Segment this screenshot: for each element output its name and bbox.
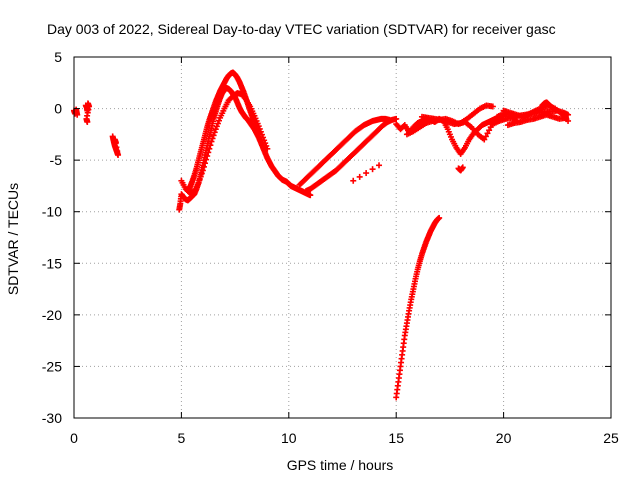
data-point xyxy=(204,153,211,160)
y-tick-label: 5 xyxy=(54,49,62,65)
x-tick-label: 20 xyxy=(496,430,512,446)
data-point xyxy=(481,136,488,143)
data-point xyxy=(547,103,554,110)
data-point xyxy=(486,127,493,134)
data-point xyxy=(350,177,357,184)
data-point xyxy=(363,170,370,177)
data-point xyxy=(199,167,206,174)
data-point xyxy=(114,148,121,155)
data-point xyxy=(112,139,119,146)
y-tick-label: -15 xyxy=(42,255,62,271)
data-point xyxy=(459,164,466,171)
data-point xyxy=(212,126,219,133)
y-tick-label: -10 xyxy=(42,204,62,220)
data-point xyxy=(74,111,81,118)
data-point xyxy=(198,170,205,177)
y-tick-label: -25 xyxy=(42,358,62,374)
data-point xyxy=(264,145,271,152)
data-point xyxy=(263,142,270,149)
data-point xyxy=(210,132,217,139)
data-point xyxy=(115,151,122,158)
y-tick-label: -5 xyxy=(50,152,63,168)
data-point xyxy=(84,118,91,125)
data-point xyxy=(393,115,400,122)
data-point xyxy=(562,114,569,121)
x-tick-label: 15 xyxy=(388,430,404,446)
data-point xyxy=(195,179,202,186)
data-point xyxy=(482,133,489,140)
data-point xyxy=(258,131,265,138)
y-tick-label: 0 xyxy=(54,101,62,117)
data-point xyxy=(356,173,363,180)
plot-frame xyxy=(73,56,612,419)
x-tick-label: 10 xyxy=(281,430,297,446)
data-point xyxy=(208,138,215,145)
x-tick-label: 25 xyxy=(603,430,619,446)
data-point xyxy=(197,173,204,180)
axis-ticks xyxy=(73,56,612,419)
chart-title: Day 003 of 2022, Sidereal Day-to-day VTE… xyxy=(47,21,556,37)
data-point xyxy=(203,156,210,163)
data-point xyxy=(202,160,209,167)
data-point xyxy=(205,149,212,156)
data-point xyxy=(206,145,213,152)
data-point xyxy=(214,120,221,127)
data-point xyxy=(256,125,263,132)
data-point xyxy=(484,130,491,137)
data-point xyxy=(376,162,383,169)
data-point xyxy=(257,128,264,135)
data-point xyxy=(307,192,314,199)
data-point xyxy=(211,129,218,136)
data-point xyxy=(215,117,222,124)
data-point xyxy=(436,214,443,221)
y-tick-labels: 5 0 -5 -10 -15 -20 -25 -30 xyxy=(42,49,62,426)
data-point xyxy=(209,135,216,142)
data-point xyxy=(200,163,207,170)
y-tick-label: -30 xyxy=(42,410,62,426)
y-tick-label: -20 xyxy=(42,307,62,323)
data-point xyxy=(489,103,496,110)
data-point xyxy=(369,166,376,173)
x-tick-label: 5 xyxy=(178,430,186,446)
data-point xyxy=(260,134,267,141)
x-tick-label: 0 xyxy=(70,430,78,446)
data-points xyxy=(71,69,572,401)
data-point xyxy=(213,123,220,130)
y-axis-title: SDTVAR / TECUs xyxy=(5,183,21,295)
data-point xyxy=(565,117,572,124)
data-point xyxy=(261,137,268,144)
x-tick-labels: 0 5 10 15 20 25 xyxy=(70,430,619,446)
data-point xyxy=(262,140,269,147)
data-point xyxy=(196,176,203,183)
data-point xyxy=(207,142,214,149)
data-point xyxy=(255,123,262,130)
x-axis-title: GPS time / hours xyxy=(287,457,394,473)
